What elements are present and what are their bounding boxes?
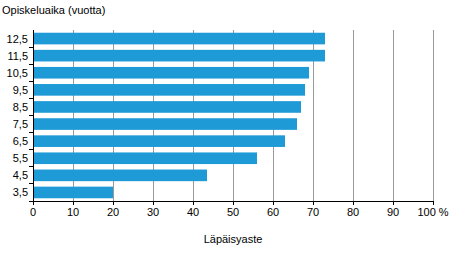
x-axis-title: Läpäisyaste <box>204 233 263 245</box>
tick-mark <box>33 201 34 205</box>
bar <box>33 67 309 79</box>
tick-label: 80 <box>347 206 359 218</box>
category-tick <box>29 115 33 116</box>
tick-label: 20 <box>107 206 119 218</box>
y-axis <box>33 30 34 201</box>
category-tick <box>29 81 33 82</box>
tick-mark <box>233 201 234 205</box>
tick-label: 10 <box>67 206 79 218</box>
tick-label: 40 <box>187 206 199 218</box>
bar <box>33 84 305 96</box>
bar <box>33 170 207 182</box>
bar <box>33 118 297 130</box>
category-label: 5,5 <box>13 152 28 164</box>
tick-mark <box>73 201 74 205</box>
category-label: 11,5 <box>7 50 28 62</box>
bar <box>33 135 285 147</box>
chart-container: 0 10 20 30 40 50 60 70 80 90 100 % 12,5 11,5 10,5 9,5 8… <box>0 0 454 253</box>
category-label: 3,5 <box>13 186 28 198</box>
category-label: 8,5 <box>13 101 28 113</box>
bar <box>33 33 325 45</box>
tick-label: 60 <box>267 206 279 218</box>
category-label: 4,5 <box>13 169 28 181</box>
category-tick <box>29 166 33 167</box>
grid-line <box>353 30 354 201</box>
bar <box>33 187 113 199</box>
tick-mark <box>193 201 194 205</box>
tick-mark <box>313 201 314 205</box>
category-tick <box>29 47 33 48</box>
tick-mark <box>353 201 354 205</box>
category-label: 10,5 <box>7 67 28 79</box>
tick-label: 70 <box>307 206 319 218</box>
category-tick <box>29 183 33 184</box>
category-tick <box>29 98 33 99</box>
x-axis <box>33 201 433 202</box>
tick-mark <box>433 201 434 205</box>
category-tick <box>29 149 33 150</box>
tick-label: 90 <box>387 206 399 218</box>
y-axis-title: Opiskeluaika (vuotta) <box>2 4 105 16</box>
tick-mark <box>393 201 394 205</box>
category-label: 12,5 <box>7 33 28 45</box>
bars <box>33 33 325 199</box>
tick-label: 30 <box>147 206 159 218</box>
tick-mark <box>153 201 154 205</box>
tick-label: 50 <box>227 206 239 218</box>
category-tick <box>29 64 33 65</box>
bar <box>33 50 325 62</box>
grid-line <box>393 30 394 201</box>
tick-label: 0 <box>30 206 36 218</box>
chart: 0 10 20 30 40 50 60 70 80 90 100 % 12,5 11,5 10,5 9,5 8… <box>0 0 454 253</box>
bar <box>33 101 301 113</box>
category-label: 9,5 <box>13 84 28 96</box>
category-label: 6,5 <box>13 135 28 147</box>
grid-line <box>433 30 434 201</box>
tick-label: 100 % <box>417 206 448 218</box>
category-tick <box>29 201 33 202</box>
tick-mark <box>273 201 274 205</box>
tick-mark <box>113 201 114 205</box>
bar <box>33 152 257 164</box>
category-label: 7,5 <box>13 118 28 130</box>
category-tick <box>29 132 33 133</box>
